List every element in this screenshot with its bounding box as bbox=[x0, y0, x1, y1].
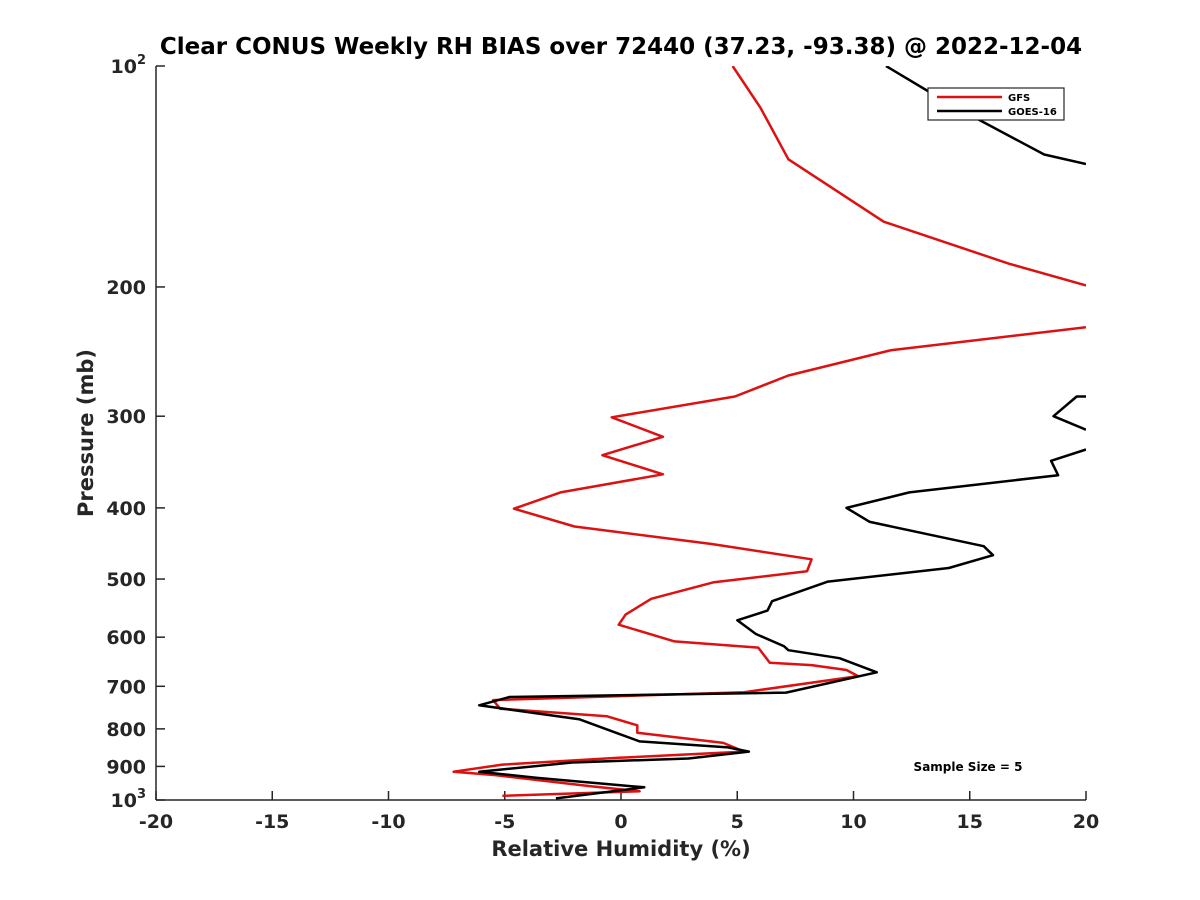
y-tick-label: 400 bbox=[106, 498, 146, 520]
y-tick-base: 600 bbox=[106, 627, 146, 649]
x-tick-label: 20 bbox=[1073, 811, 1099, 833]
y-tick-label: 500 bbox=[106, 569, 146, 591]
series-line-gfs bbox=[452, 66, 1086, 798]
x-tick-label: 10 bbox=[840, 811, 866, 833]
y-tick-base: 900 bbox=[106, 756, 146, 778]
y-tick-base: 700 bbox=[106, 676, 146, 698]
x-axis-label: Relative Humidity (%) bbox=[491, 837, 750, 861]
y-tick-exponent: 2 bbox=[137, 53, 146, 68]
y-axis-label: Pressure (mb) bbox=[74, 349, 98, 517]
y-tick-label: 700 bbox=[106, 676, 146, 698]
series-line-goes-16 bbox=[477, 66, 1086, 800]
x-tick-label: 15 bbox=[957, 811, 983, 833]
sample-size-annotation: Sample Size = 5 bbox=[914, 760, 1023, 774]
chart-title: Clear CONUS Weekly RH BIAS over 72440 (3… bbox=[160, 34, 1082, 60]
y-tick-base: 500 bbox=[106, 569, 146, 591]
y-tick-exponent: 3 bbox=[137, 787, 146, 802]
y-tick-label: 102 bbox=[111, 53, 147, 78]
y-tick-base: 300 bbox=[106, 406, 146, 428]
x-tick-label: 0 bbox=[614, 811, 627, 833]
legend-label-gfs: GFS bbox=[1008, 93, 1030, 104]
y-tick-label: 900 bbox=[106, 756, 146, 778]
legend-box bbox=[927, 87, 1065, 121]
y-tick-label: 103 bbox=[111, 787, 147, 812]
plot-axes bbox=[155, 66, 1086, 801]
y-tick-base: 10 bbox=[111, 56, 137, 78]
y-tick-label: 800 bbox=[106, 719, 146, 741]
y-tick-base: 10 bbox=[111, 790, 137, 812]
y-tick-base: 200 bbox=[106, 277, 146, 299]
x-tick-label: -20 bbox=[139, 811, 173, 833]
y-tick-base: 800 bbox=[106, 719, 146, 741]
x-tick-label: -15 bbox=[255, 811, 289, 833]
legend-label-goes-16: GOES-16 bbox=[1008, 107, 1057, 118]
x-ticks: -20 -15 -10 -5 0 5 10 15 20 bbox=[139, 791, 1099, 833]
legend: GFS GOES-16 bbox=[927, 87, 1065, 121]
y-tick-label: 600 bbox=[106, 627, 146, 649]
x-tick-label: -5 bbox=[494, 811, 515, 833]
x-tick-label: 5 bbox=[731, 811, 744, 833]
y-tick-label: 200 bbox=[106, 277, 146, 299]
x-tick-label: -10 bbox=[371, 811, 405, 833]
y-tick-label: 300 bbox=[106, 406, 146, 428]
y-tick-base: 400 bbox=[106, 498, 146, 520]
series-layer bbox=[452, 66, 1086, 800]
